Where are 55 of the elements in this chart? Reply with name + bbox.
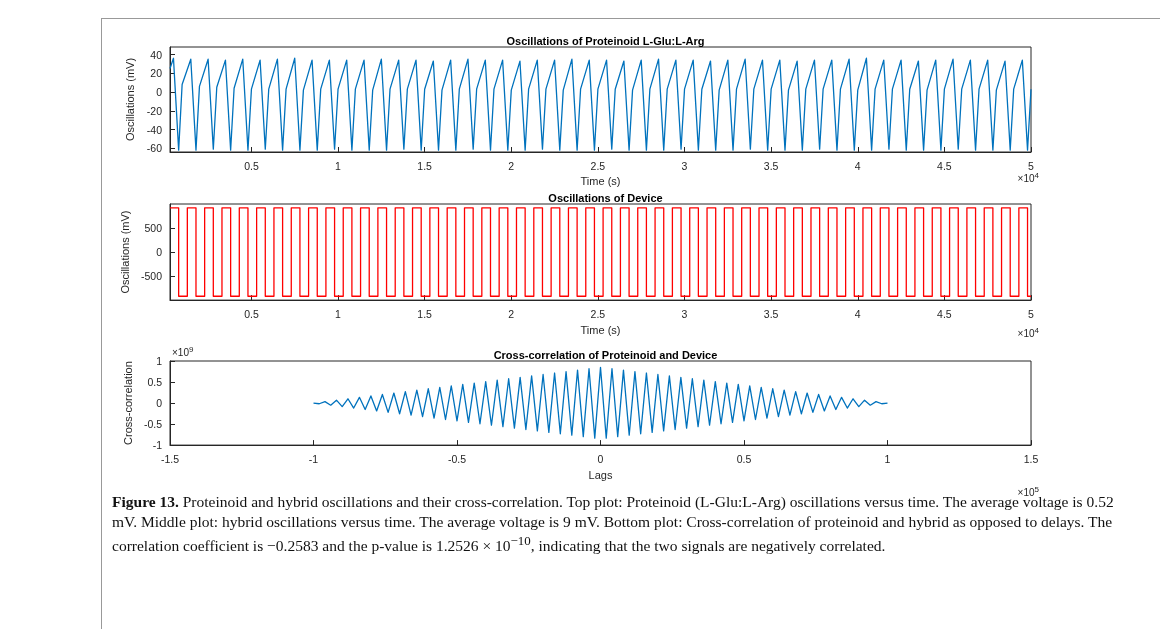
x-tick-label: -0.5 bbox=[447, 452, 467, 465]
x-tick-label: 4.5 bbox=[937, 307, 952, 320]
x-tick-label: 2.5 bbox=[590, 307, 606, 320]
x-tick-label: 2.5 bbox=[590, 159, 606, 172]
x-axis-title: Time (s) bbox=[580, 175, 621, 188]
x-tick-label: 3.5 bbox=[763, 307, 779, 320]
x-tick-label: 1 bbox=[335, 159, 342, 172]
y-axis-title: Oscillations (mV) bbox=[124, 57, 137, 142]
x-tick-label: 3 bbox=[681, 307, 688, 320]
x-tick-label: 0.5 bbox=[244, 307, 259, 320]
x-tick-label: 2 bbox=[508, 307, 515, 320]
x-tick-label: 4 bbox=[854, 307, 861, 320]
y-axis-title: Cross-correlation bbox=[121, 361, 134, 445]
text: ×10$^{9}$ bbox=[172, 345, 194, 359]
x-tick-label: 5 bbox=[1028, 159, 1035, 172]
text: ×10$^{4}$ bbox=[1017, 171, 1039, 185]
y-tick-label: 0.5 bbox=[147, 376, 163, 389]
x-tick-label: -1.5 bbox=[160, 452, 180, 465]
x-tick-label: 0.5 bbox=[736, 452, 752, 465]
y-tick-label: 40 bbox=[150, 48, 163, 61]
y-tick-label: -40 bbox=[146, 123, 163, 136]
x-tick-label: 0 bbox=[597, 452, 604, 465]
x-axis-title: Time (s) bbox=[580, 323, 621, 336]
x-tick-label: 4.5 bbox=[937, 159, 952, 172]
y-tick-label: 20 bbox=[150, 67, 163, 80]
x-tick-label: 2 bbox=[508, 159, 515, 172]
chart-title: Cross-correlation of Proteinoid and Device bbox=[493, 348, 718, 361]
y-tick-label: 0 bbox=[156, 397, 163, 410]
y-tick-label: 0 bbox=[156, 86, 163, 98]
line-series bbox=[312, 366, 889, 439]
y-tick-label: 500 bbox=[144, 222, 163, 235]
chart-title: Oscillations of Device bbox=[548, 191, 663, 204]
chart-title: Oscillations of Proteinoid L-Glu:L-Arg bbox=[506, 34, 705, 47]
y-tick-label: 0 bbox=[156, 246, 163, 259]
x-tick-label: 1 bbox=[884, 452, 891, 465]
y-tick-label: -1 bbox=[152, 439, 163, 452]
y-tick-label: -60 bbox=[146, 142, 163, 155]
y-tick-label: -0.5 bbox=[143, 418, 163, 431]
x-tick-label: 3 bbox=[681, 159, 688, 172]
x-tick-label: 1.5 bbox=[417, 159, 433, 172]
caption: Figure 13. bbox=[112, 493, 179, 510]
x-axis-title: Lags bbox=[588, 468, 613, 481]
x-tick-label: 1 bbox=[335, 307, 342, 320]
x-tick-label: 1.5 bbox=[417, 307, 433, 320]
x-tick-label: 3.5 bbox=[763, 159, 779, 172]
x-tick-label: 4 bbox=[854, 159, 861, 172]
x-tick-label: 1.5 bbox=[1023, 452, 1039, 465]
x-tick-label: 0.5 bbox=[244, 159, 259, 172]
x-tick-label: 5 bbox=[1028, 307, 1035, 320]
y-tick-label: -20 bbox=[146, 104, 163, 117]
x-tick-label: -1 bbox=[308, 452, 319, 465]
y-axis-title: Oscillations (mV) bbox=[118, 210, 131, 294]
y-tick-label: 1 bbox=[156, 355, 163, 367]
y-tick-label: -500 bbox=[140, 270, 163, 283]
text: ×10$^{4}$ bbox=[1017, 326, 1039, 340]
